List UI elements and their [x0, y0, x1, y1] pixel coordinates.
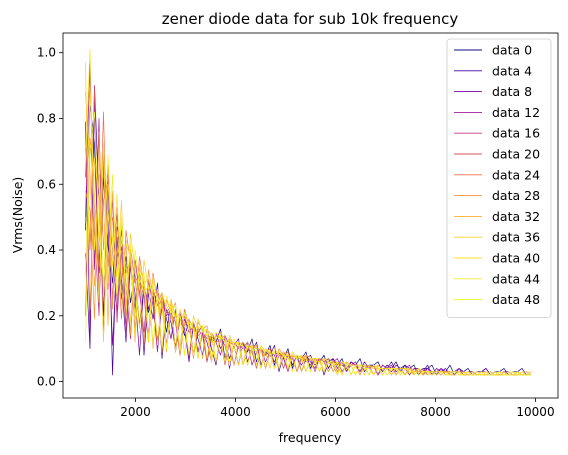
y-tick-label: 0.4: [37, 243, 56, 257]
x-tick-label: 2000: [120, 405, 151, 419]
legend: data 0 data 4 data 8 data 12 data 16 data 20 d…: [446, 38, 552, 318]
x-tick-label: 8000: [420, 405, 451, 419]
y-tick-label: 0.0: [37, 375, 56, 389]
legend-box: [446, 38, 552, 318]
y-tick-label: 0.6: [37, 177, 56, 191]
legend-label: data 12: [492, 105, 540, 120]
legend-label: data 36: [492, 230, 540, 245]
y-tick-label: 1.0: [37, 46, 56, 60]
x-tick-label: 10000: [516, 405, 554, 419]
plot-area: [85, 49, 532, 376]
legend-label: data 44: [492, 271, 540, 286]
legend-label: data 28: [492, 188, 540, 203]
y-tick-label: 0.2: [37, 309, 56, 323]
legend-label: data 20: [492, 147, 540, 162]
series-line-data-48: [85, 111, 531, 376]
legend-label: data 24: [492, 167, 540, 182]
legend-label: data 32: [492, 209, 540, 224]
legend-label: data 48: [492, 292, 540, 307]
legend-label: data 40: [492, 251, 540, 266]
legend-label: data 4: [492, 63, 532, 78]
plot-frame: [62, 32, 559, 399]
x-axis: 2000 4000 6000 8000 10000: [120, 398, 555, 419]
x-tick-label: 6000: [320, 405, 351, 419]
legend-label: data 0: [492, 43, 532, 58]
x-axis-label: frequency: [279, 430, 342, 445]
legend-label: data 16: [492, 126, 540, 141]
y-axis-label: Vrms(Noise): [10, 177, 25, 254]
y-tick-label: 0.8: [37, 111, 56, 125]
chart-title: zener diode data for sub 10k frequency: [162, 10, 459, 28]
legend-label: data 8: [492, 84, 532, 99]
y-axis: 0.0 0.2 0.4 0.6 0.8 1.0: [37, 46, 63, 389]
x-tick-label: 4000: [220, 405, 251, 419]
